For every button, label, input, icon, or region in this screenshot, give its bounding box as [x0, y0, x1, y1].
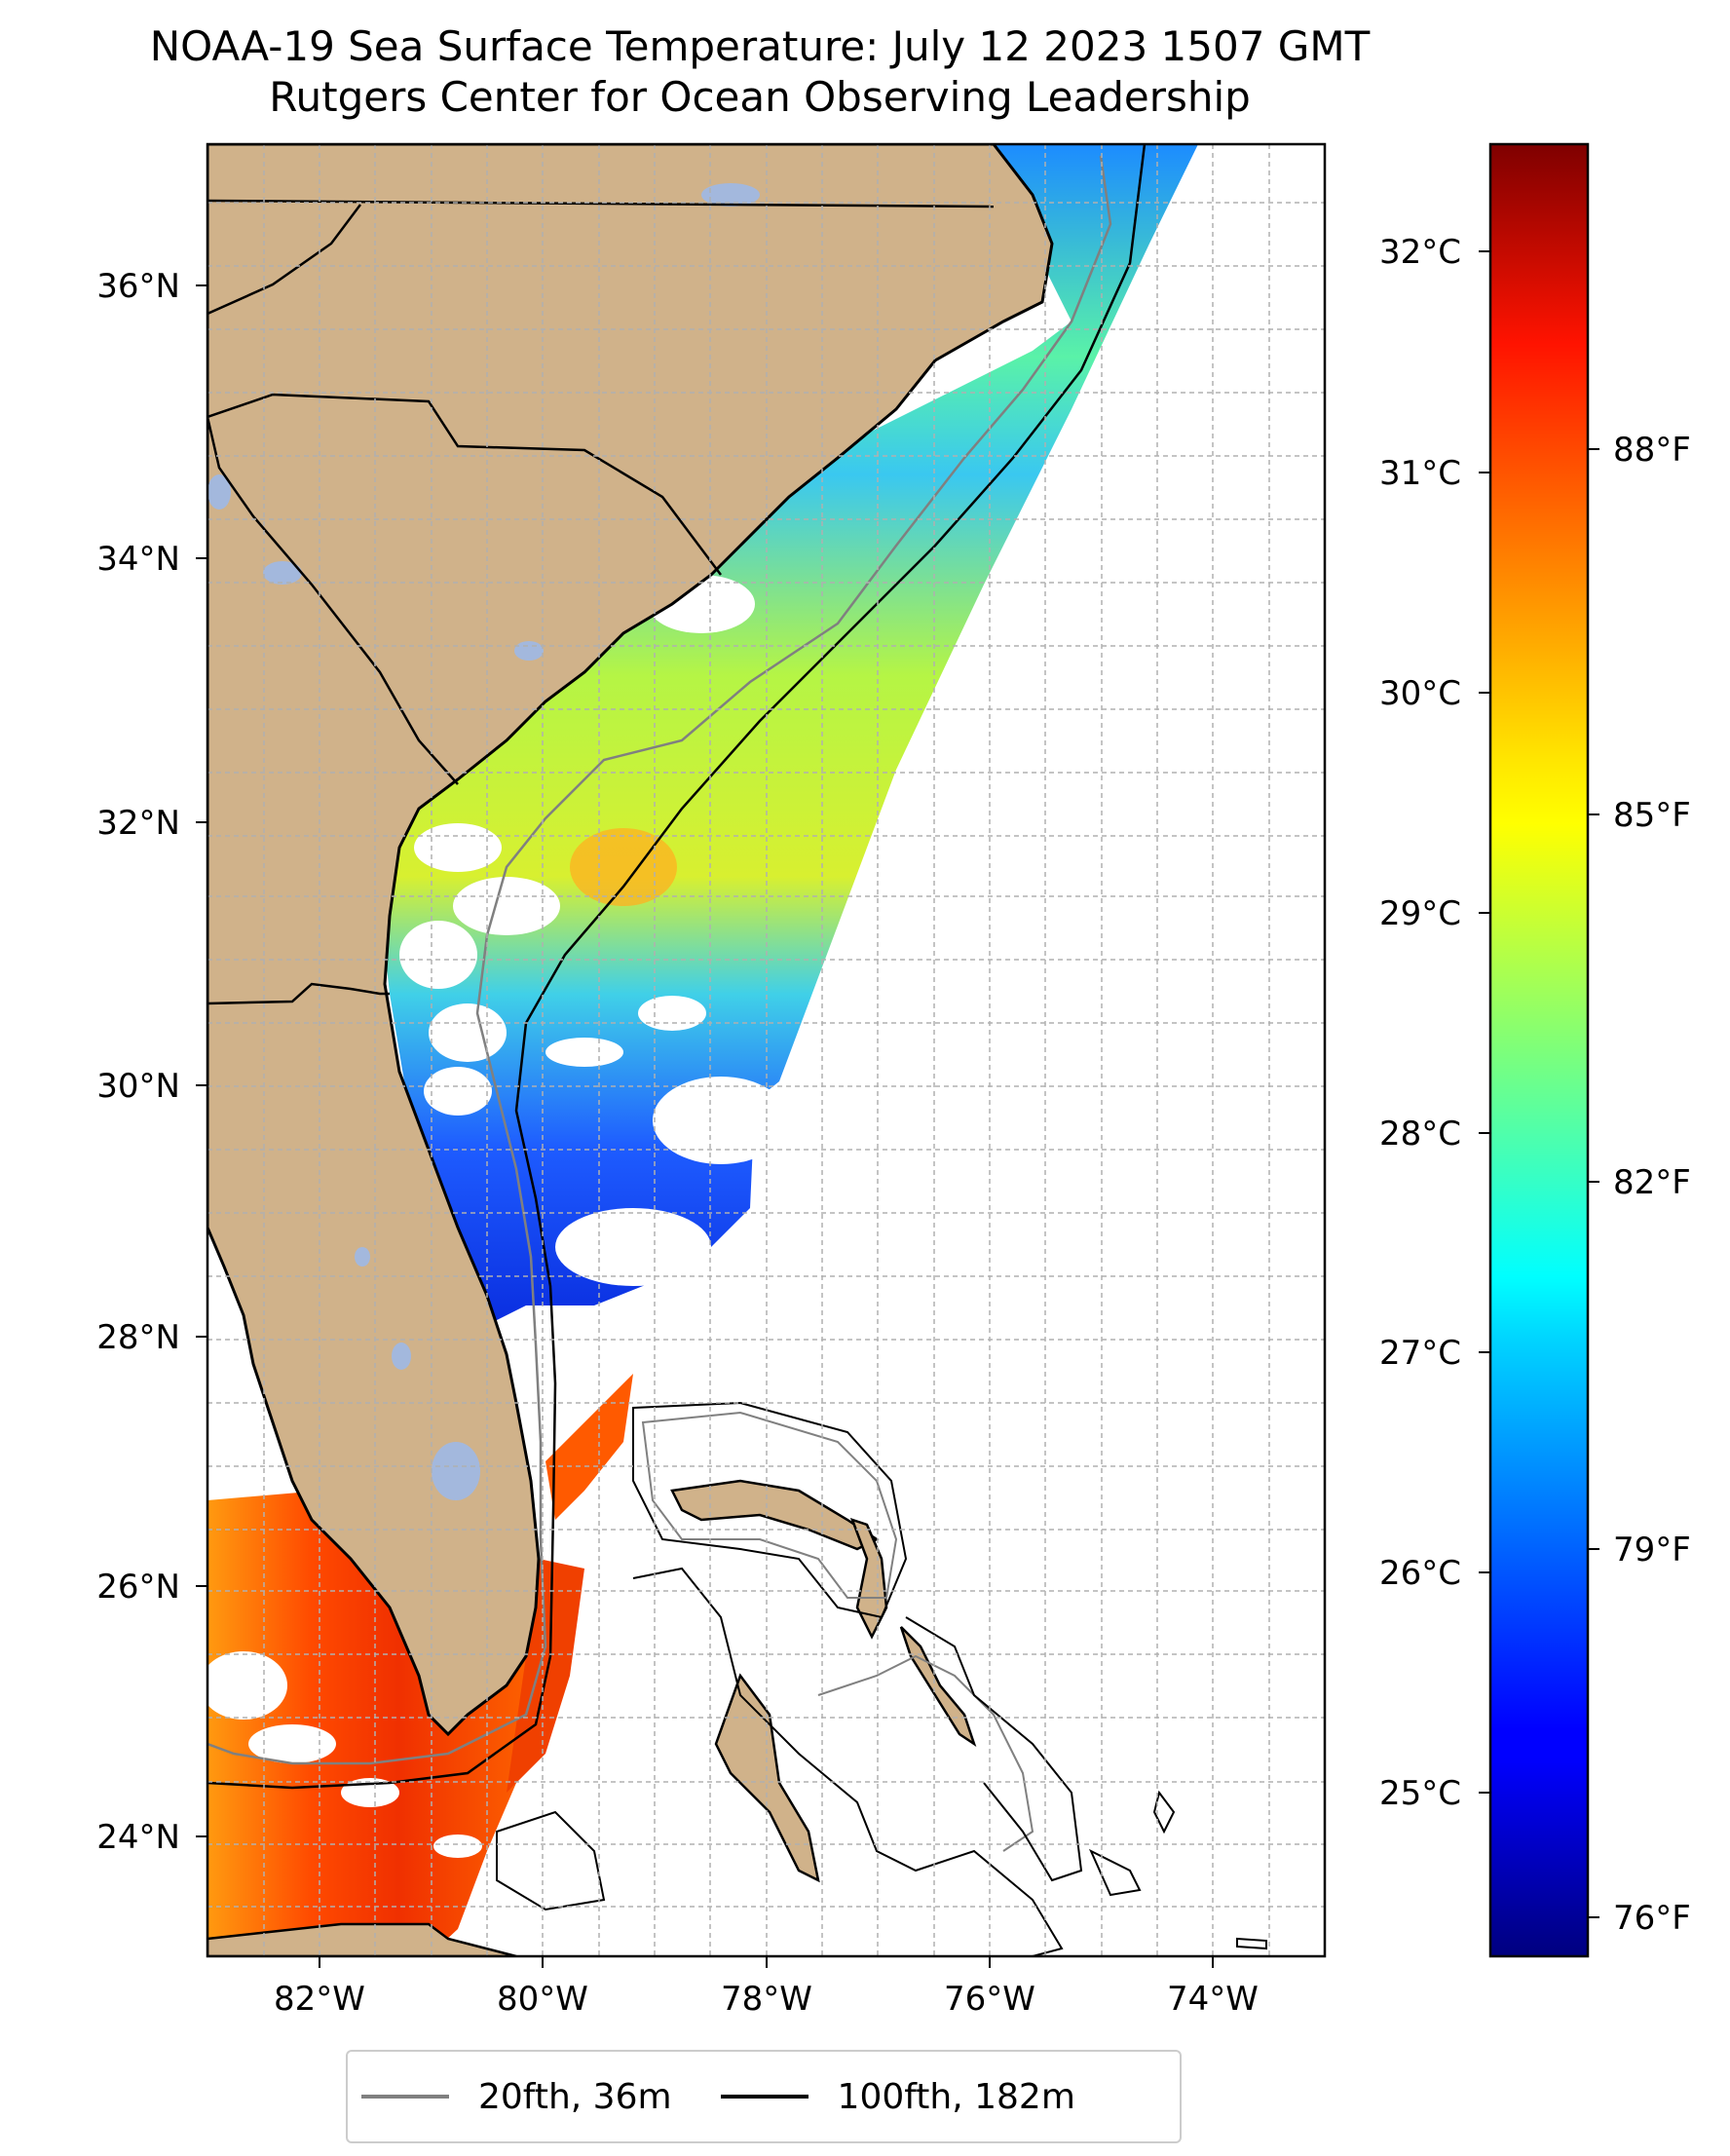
warm-anomaly: [570, 828, 677, 906]
colorbar-c-tick-26: 26°C: [1379, 1554, 1461, 1593]
sst-swath-straits: [545, 1374, 633, 1520]
lat-tick-26n: 26°N: [96, 1568, 180, 1607]
colorbar-c-tick-25: 25°C: [1379, 1774, 1461, 1813]
colorbar-c-tick-30: 30°C: [1379, 674, 1461, 713]
lat-tick-labels: 24°N 26°N 28°N 30°N 32°N 34°N 36°N: [96, 267, 180, 1857]
lakes: [207, 183, 760, 1500]
legend-label-100fth: 100fth, 182m: [837, 2076, 1075, 2117]
colorbar-f-tick-82: 82°F: [1613, 1163, 1691, 1202]
colorbar-f-tick-85: 85°F: [1613, 796, 1691, 835]
gridlines: [207, 144, 1325, 1956]
colorbar-c-tick-27: 27°C: [1379, 1334, 1461, 1373]
bahamas-bank-contours: [496, 1401, 1267, 1956]
colorbar: 25°C 26°C 27°C 28°C 29°C 30°C 31°C 32°C …: [1379, 142, 1691, 1958]
lon-tick-80w: 80°W: [497, 1980, 588, 2019]
legend: 20fth, 36m 100fth, 182m: [346, 2050, 1182, 2143]
colorbar-c-tick-32: 32°C: [1379, 233, 1461, 272]
map-area: [207, 144, 1325, 1956]
contour-20fth: [207, 155, 1112, 1765]
colorbar-c-tick-29: 29°C: [1379, 894, 1461, 933]
lon-tick-74w: 74°W: [1167, 1980, 1259, 2019]
colorbar-f-tick-88: 88°F: [1613, 431, 1691, 470]
colorbar-c-tick-31: 31°C: [1379, 454, 1461, 493]
land-abaco: [849, 1517, 888, 1640]
land-cuba: [207, 1922, 517, 1956]
lon-tick-76w: 76°W: [944, 1980, 1035, 2019]
lon-tick-78w: 78°W: [721, 1980, 812, 2019]
lat-tick-24n: 24°N: [96, 1818, 180, 1857]
lat-tick-28n: 28°N: [96, 1318, 180, 1357]
contour-100fth: [207, 144, 1147, 1790]
legend-label-20fth: 20fth, 36m: [478, 2076, 672, 2117]
colorbar-f-tick-79: 79°F: [1613, 1531, 1691, 1570]
legend-line-gray: [361, 2095, 449, 2099]
land-grand-bahama: [670, 1479, 880, 1551]
legend-item-100fth: 100fth, 182m: [720, 2076, 1075, 2117]
colorbar-ticks: [1479, 250, 1599, 1918]
lon-tick-82w: 82°W: [274, 1980, 365, 2019]
sst-swath-north: [375, 144, 1198, 1325]
state-borders: [207, 199, 995, 1005]
lat-tick-30n: 30°N: [96, 1067, 180, 1106]
colorbar-gradient: [1488, 142, 1590, 1958]
map-title: NOAA-19 Sea Surface Temperature: July 12…: [0, 21, 1520, 123]
legend-item-20fth: 20fth, 36m: [361, 2077, 672, 2117]
colorbar-c-tick-28: 28°C: [1379, 1115, 1461, 1154]
lon-tick-labels: 82°W 80°W 78°W 76°W 74°W: [274, 1980, 1259, 2019]
lat-tick-36n: 36°N: [96, 267, 180, 306]
colorbar-f-tick-76: 76°F: [1613, 1899, 1691, 1938]
legend-line-black: [720, 2095, 809, 2099]
lat-tick-34n: 34°N: [96, 540, 180, 579]
lat-tick-32n: 32°N: [96, 804, 180, 843]
axis-ticks: [196, 284, 1214, 1968]
title-line-1: NOAA-19 Sea Surface Temperature: July 12…: [149, 22, 1371, 70]
land-eleuthera: [899, 1626, 977, 1748]
title-line-2: Rutgers Center for Ocean Observing Leade…: [269, 73, 1251, 121]
cloud-mask-south: [207, 1651, 482, 1858]
